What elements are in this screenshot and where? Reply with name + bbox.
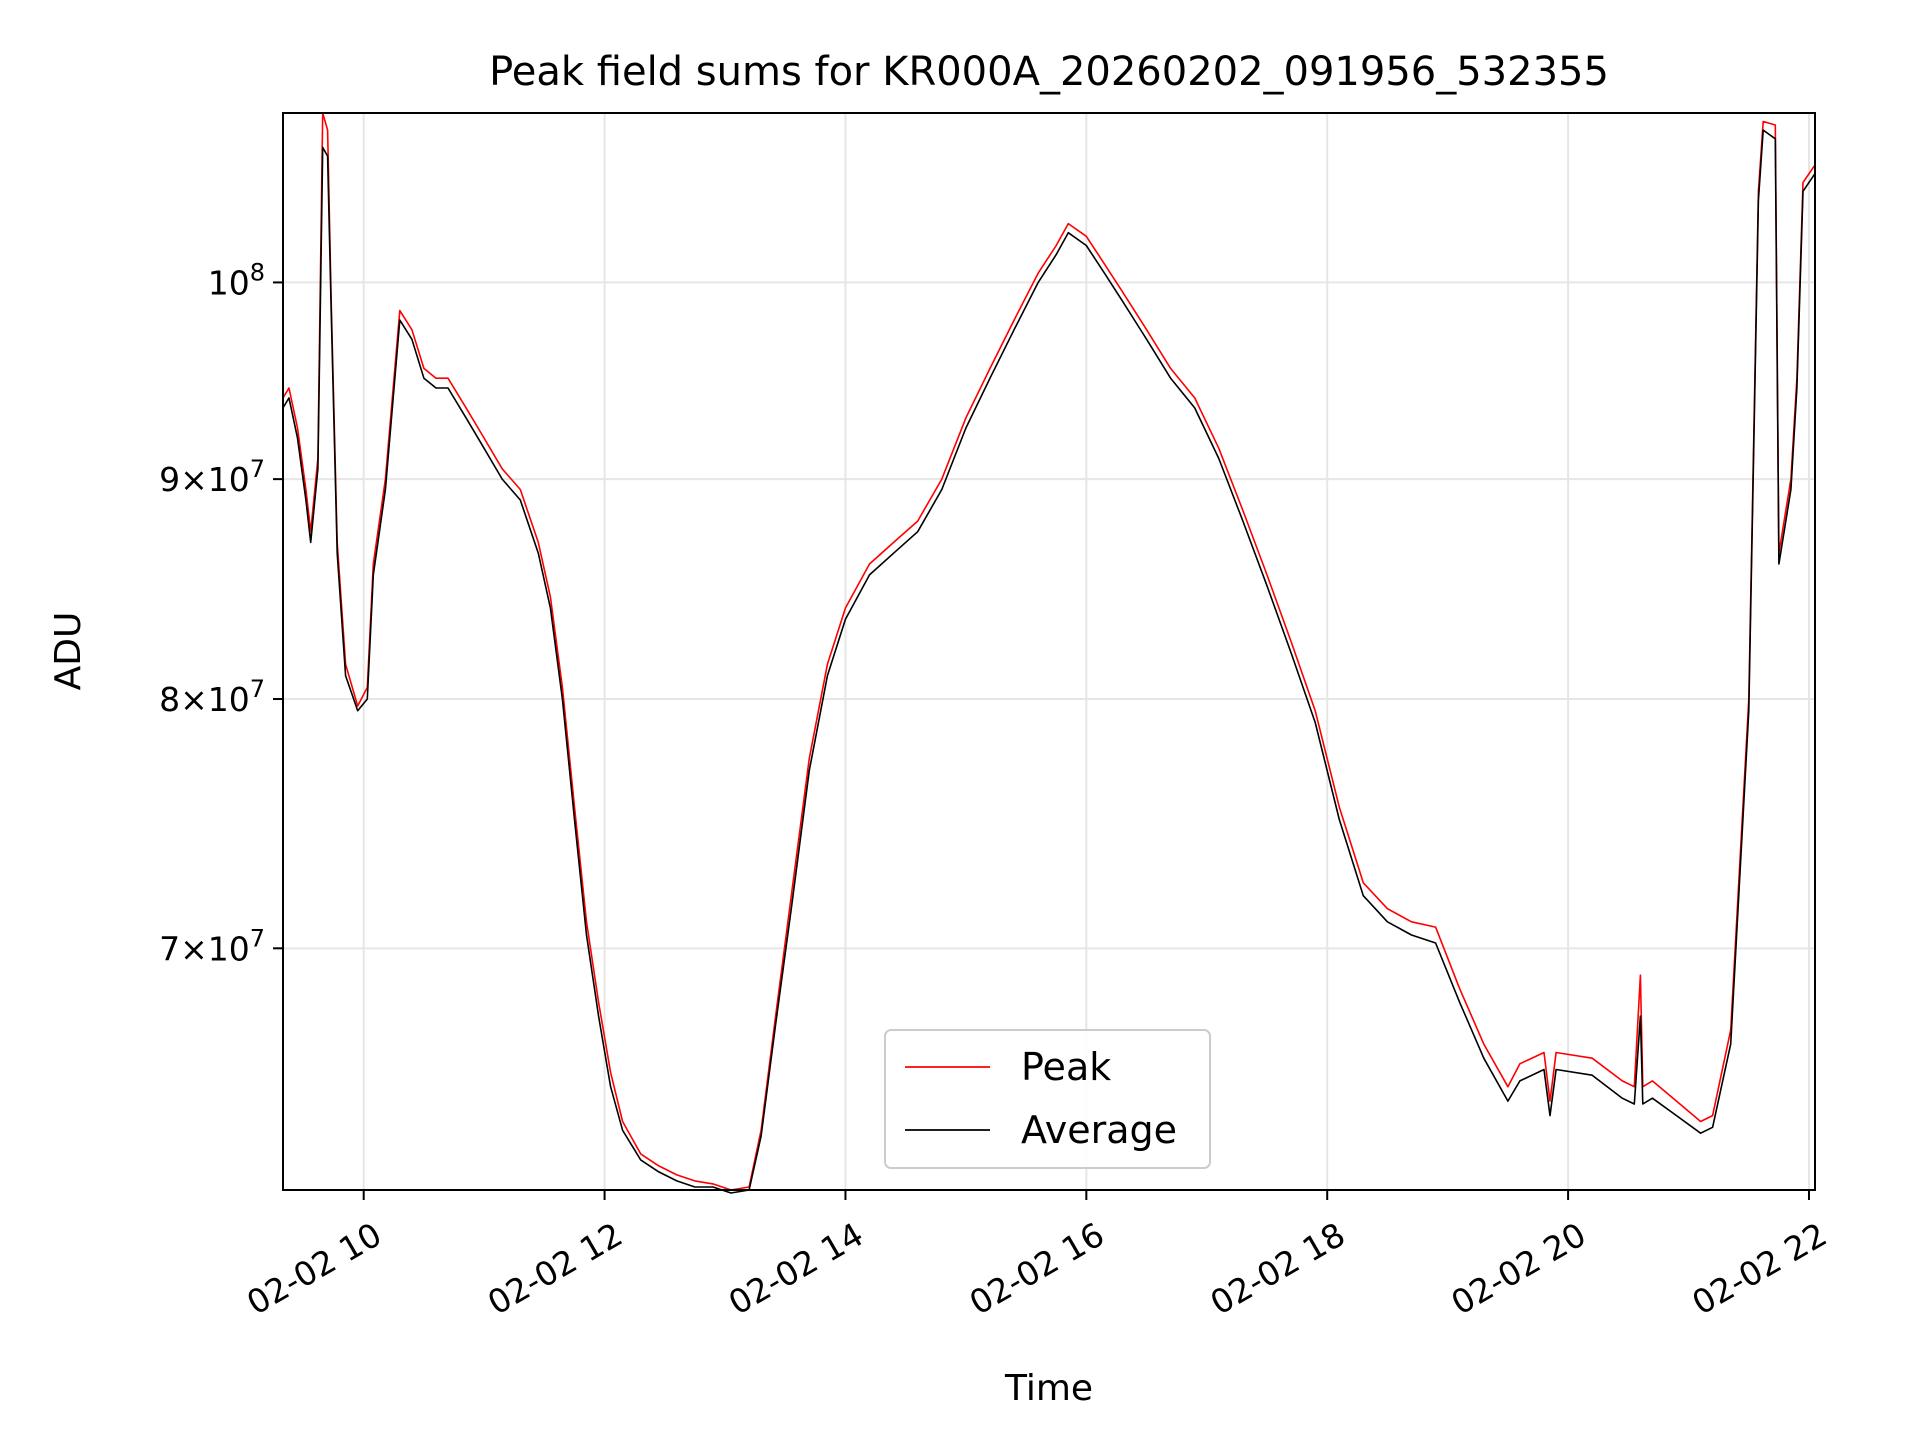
legend-box <box>884 1029 1211 1169</box>
series-line-average <box>282 129 1816 1194</box>
series-lines <box>282 112 1816 1194</box>
x-axis-label: Time <box>1004 1368 1093 1409</box>
series-line-peak <box>282 112 1816 1191</box>
y-axis-ticks: 7×107 8×107 9×107 108 <box>159 258 283 968</box>
y-tick-label: 9×107 <box>159 455 265 499</box>
legend-label-average: Average <box>1021 1108 1177 1152</box>
plot-frame <box>282 112 1816 1191</box>
chart-title: Peak field sums for KR000A_20260202_0919… <box>489 49 1609 95</box>
y-tick-label: 108 <box>208 258 265 302</box>
y-axis-label: ADU <box>48 612 89 691</box>
y-tick-label: 8×107 <box>159 675 265 719</box>
legend: Peak Average <box>884 1029 1211 1169</box>
grid <box>283 113 1815 1190</box>
legend-label-peak: Peak <box>1021 1045 1111 1089</box>
y-tick-label: 7×107 <box>159 924 265 968</box>
